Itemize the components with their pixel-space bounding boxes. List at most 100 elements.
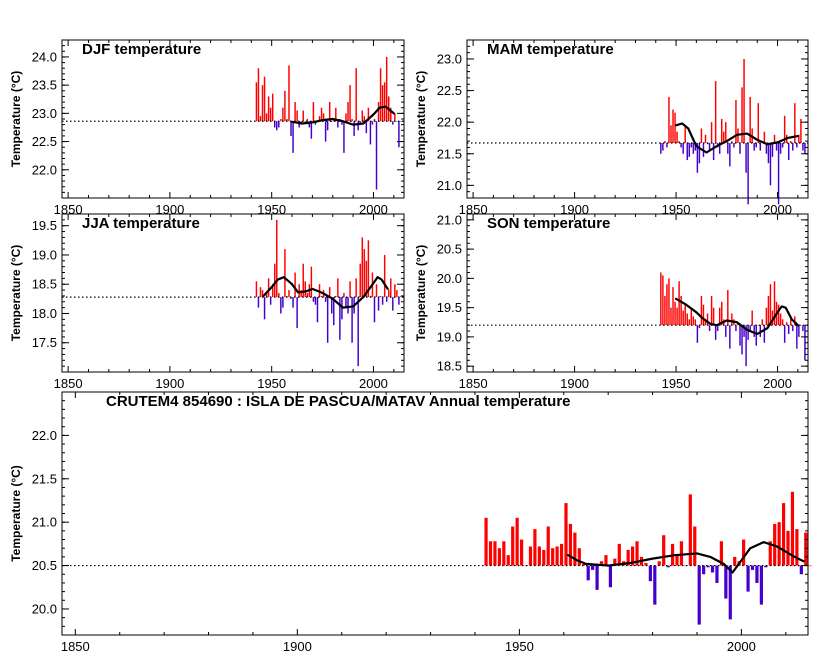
bar [269, 297, 272, 305]
bar [493, 541, 497, 566]
bar [728, 565, 732, 620]
bar [326, 121, 329, 131]
bar [796, 325, 798, 349]
bar [278, 293, 280, 298]
bar [751, 310, 753, 326]
bar [739, 143, 741, 154]
bar [648, 565, 652, 582]
y-axis-label: Temperature (°C) [414, 245, 428, 342]
bar [753, 325, 755, 337]
panel-jja: 1850 1900 1950 2000 17.5 18.0 18.5 19.0 19.5 JJA … [9, 213, 405, 391]
x-tick-label: 2000 [359, 376, 388, 391]
bar [310, 266, 313, 298]
bar [735, 100, 737, 144]
bar [804, 143, 806, 154]
bar [324, 297, 327, 302]
bar [783, 115, 786, 144]
bar [312, 297, 315, 302]
bar [725, 325, 727, 337]
bar [644, 562, 648, 566]
x-tick-label: 1900 [560, 202, 589, 217]
bar [381, 297, 384, 305]
bar [731, 313, 733, 326]
bar [698, 325, 701, 329]
y-tick-label: 22.0 [437, 115, 462, 130]
bar [718, 143, 721, 154]
bar [745, 143, 747, 173]
bar [377, 102, 380, 122]
bar [288, 65, 290, 122]
bar [373, 297, 376, 323]
bar [365, 260, 368, 298]
bar [257, 297, 260, 308]
chart-title: JJA temperature [82, 215, 200, 232]
bar [767, 143, 770, 164]
bar [664, 141, 666, 144]
bar [660, 143, 662, 154]
bar [257, 68, 260, 122]
bar [284, 249, 286, 298]
bar [759, 565, 763, 605]
bar [582, 563, 586, 566]
bar [339, 297, 341, 340]
bar [755, 325, 757, 346]
bar [765, 143, 768, 154]
bar [349, 281, 351, 298]
bar [282, 107, 284, 122]
y-tick-label: 22.0 [32, 162, 57, 177]
bar [664, 295, 666, 326]
bar [314, 297, 317, 305]
bar [551, 548, 555, 566]
bar [390, 278, 392, 298]
bar [345, 297, 347, 308]
y-tick-label: 19.5 [32, 218, 57, 233]
bar [755, 565, 759, 583]
bar [792, 325, 794, 332]
bar [263, 297, 266, 320]
bar [724, 565, 728, 599]
bar [679, 541, 684, 566]
x-tick-label: 1900 [155, 376, 184, 391]
bar [369, 121, 372, 145]
bar [267, 96, 270, 122]
bar [763, 325, 766, 343]
bar [725, 122, 727, 144]
bar [786, 530, 790, 566]
bar [743, 58, 745, 144]
bar [515, 517, 519, 566]
bar [324, 121, 327, 142]
bar [714, 81, 717, 144]
bar [718, 307, 721, 326]
bar [802, 143, 804, 151]
bar [604, 555, 608, 566]
bar [276, 121, 278, 131]
bar [704, 319, 707, 326]
y-tick-label: 21.0 [437, 178, 462, 193]
bar [666, 565, 670, 568]
bar [595, 565, 599, 590]
bar [394, 113, 396, 122]
bar [662, 275, 664, 326]
bar [688, 319, 690, 326]
chart-title: MAM temperature [487, 41, 614, 58]
bar [676, 131, 678, 144]
bar [626, 549, 630, 566]
bar [259, 287, 262, 298]
bar [511, 526, 515, 566]
bar [790, 141, 792, 144]
bar [335, 107, 337, 122]
y-tick-label: 23.0 [437, 51, 462, 66]
bar [310, 121, 313, 139]
bar [794, 103, 796, 144]
bar [680, 295, 682, 326]
bar [808, 565, 812, 567]
bar [674, 112, 676, 144]
bar [392, 121, 394, 125]
bar [693, 526, 697, 566]
bar [769, 284, 772, 326]
bar [363, 116, 366, 122]
bar [755, 143, 757, 148]
bar [288, 290, 290, 298]
bar [672, 287, 674, 326]
bar [690, 143, 693, 148]
